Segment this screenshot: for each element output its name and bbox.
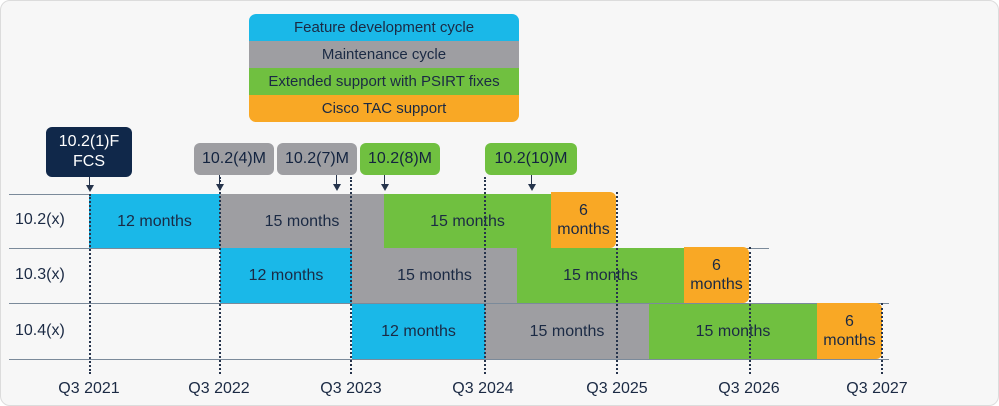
release-10-2-1-f-fcs: 10.2(1)F FCS: [46, 127, 132, 177]
segment-10-4-feature: 12 months: [352, 304, 485, 359]
release-arrow-icon: [528, 184, 536, 191]
year-gridline: [89, 194, 91, 374]
segment-10-2-tac: 6 months: [551, 192, 616, 248]
release-10-2-10-m: 10.2(10)M: [485, 143, 577, 175]
release-10-2-8-m: 10.2(8)M: [360, 143, 440, 175]
row-divider: [9, 359, 889, 360]
release-pointer: [531, 175, 532, 184]
year-gridline: [749, 247, 751, 374]
segment-10-3-feature: 12 months: [220, 248, 352, 303]
axis-label-q3-2025: Q3 2025: [586, 380, 648, 397]
release-arrow-icon: [333, 184, 341, 191]
release-pointer: [384, 175, 385, 184]
row-label-10-2: 10.2(x): [15, 211, 65, 228]
axis-label-q3-2024: Q3 2024: [452, 380, 514, 397]
release-arrow-icon: [381, 184, 389, 191]
release-10-2-4-m: 10.2(4)M: [194, 143, 274, 175]
year-gridline: [616, 192, 618, 374]
release-pointer: [336, 175, 337, 184]
segment-10-4-tac: 6 months: [817, 303, 882, 359]
axis-label-q3-2026: Q3 2026: [718, 380, 780, 397]
row-divider: [9, 303, 889, 304]
segment-10-3-extended: 15 months: [517, 248, 684, 303]
year-gridline: [484, 177, 486, 374]
segment-10-4-maintenance: 15 months: [485, 304, 649, 359]
row-label-10-3: 10.3(x): [15, 266, 65, 283]
year-gridline: [881, 303, 883, 374]
release-label-line1: 10.2(1)F: [58, 133, 120, 150]
axis-label-q3-2021: Q3 2021: [58, 380, 120, 397]
segment-10-2-extended: 15 months: [384, 194, 551, 248]
row-divider: [9, 194, 89, 195]
legend-maintenance: Maintenance cycle: [249, 41, 519, 68]
release-10-2-7-m: 10.2(7)M: [277, 143, 357, 175]
year-gridline: [350, 177, 352, 374]
release-pointer: [89, 177, 90, 185]
legend-tac-support: Cisco TAC support: [249, 95, 519, 122]
release-label-line2: FCS: [73, 153, 105, 170]
release-pointer: [219, 175, 220, 184]
legend-feature-development: Feature development cycle: [249, 14, 519, 41]
segment-10-4-extended: 15 months: [649, 304, 817, 359]
legend-extended-support: Extended support with PSIRT fixes: [249, 68, 519, 95]
year-gridline: [219, 177, 221, 374]
release-arrow-icon: [86, 185, 94, 192]
axis-label-q3-2027: Q3 2027: [846, 380, 908, 397]
axis-label-q3-2022: Q3 2022: [188, 380, 250, 397]
row-label-10-4: 10.4(x): [15, 322, 65, 339]
segment-10-3-tac: 6 months: [684, 247, 749, 303]
segment-10-2-feature: 12 months: [89, 194, 220, 248]
segment-10-3-maintenance: 15 months: [352, 248, 517, 303]
release-arrow-icon: [216, 184, 224, 191]
segment-10-2-maintenance: 15 months: [220, 194, 384, 248]
axis-label-q3-2023: Q3 2023: [320, 380, 382, 397]
